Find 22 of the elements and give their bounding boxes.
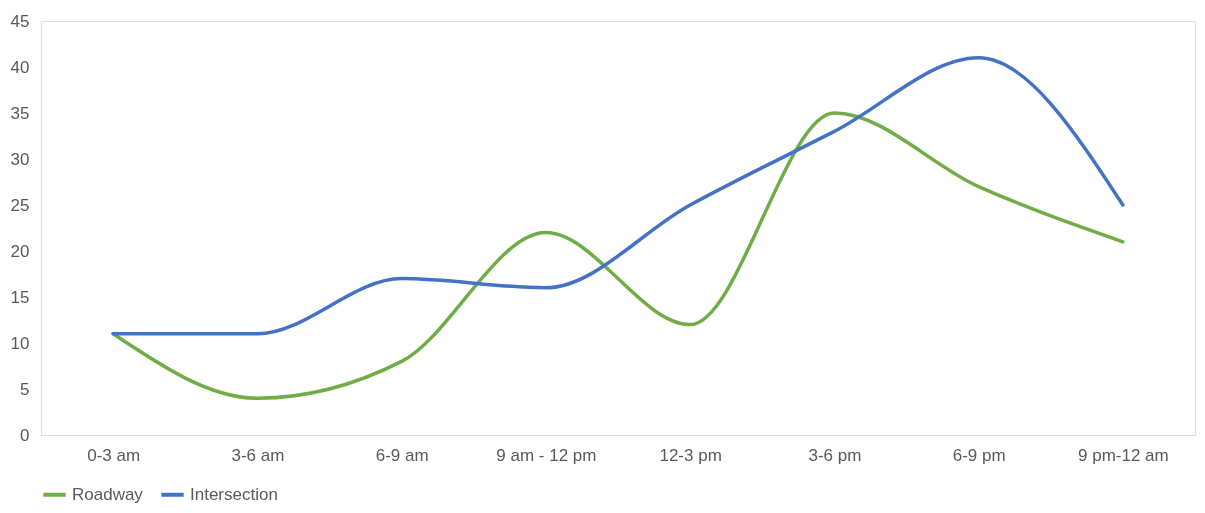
x-tick-label: 9 pm-12 am	[1078, 445, 1169, 465]
legend-label: Roadway	[72, 484, 144, 504]
x-tick-label: 6-9 pm	[952, 445, 1006, 465]
y-tick-label: 25	[10, 195, 30, 215]
y-tick-label: 40	[10, 57, 30, 77]
y-tick-label: 45	[10, 11, 30, 31]
line-series	[111, 56, 1125, 336]
y-tick-label: 35	[10, 103, 30, 123]
y-tick-label: 15	[10, 287, 30, 307]
x-tick-label: 6-9 am	[375, 445, 429, 465]
x-tick-label: 3-6 pm	[808, 445, 862, 465]
y-tick-label: 10	[10, 333, 30, 353]
x-tick-label: 9 am - 12 pm	[496, 445, 597, 465]
y-tick-label: 5	[20, 379, 30, 399]
y-tick-label: 20	[10, 241, 30, 261]
legend-label: Intersection	[190, 484, 278, 504]
x-tick-label: 3-6 am	[231, 445, 285, 465]
y-tick-label: 30	[10, 149, 30, 169]
line-series	[111, 111, 1125, 400]
x-tick-label: 0-3 am	[87, 445, 141, 465]
y-tick-label: 0	[20, 425, 30, 445]
x-tick-label: 12-3 pm	[659, 445, 722, 465]
